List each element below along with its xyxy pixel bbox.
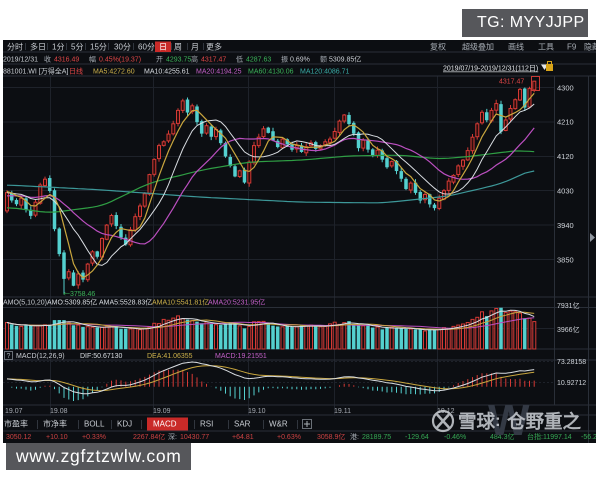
svg-text:2267.84亿: 2267.84亿 — [133, 432, 165, 442]
svg-text:?: ? — [7, 351, 11, 361]
svg-text:港:: 港: — [350, 432, 359, 442]
svg-text:多日: 多日 — [30, 42, 46, 53]
svg-text:W&R: W&R — [269, 419, 288, 430]
svg-text:4210: 4210 — [557, 117, 574, 128]
svg-text:+64.81: +64.81 — [232, 432, 254, 442]
svg-text:市盈率: 市盈率 — [4, 419, 28, 430]
svg-text:3940: 3940 — [557, 220, 574, 231]
svg-text:+0.33%: +0.33% — [82, 432, 106, 442]
svg-text:MACD(12,26,9): MACD(12,26,9) — [16, 351, 65, 361]
svg-text:MA5:4272.60: MA5:4272.60 — [93, 67, 135, 77]
svg-text:7931亿: 7931亿 — [557, 301, 580, 311]
svg-text:3050.12: 3050.12 — [6, 432, 31, 442]
svg-text:+10.10: +10.10 — [46, 432, 68, 442]
svg-text:0.45%(19.37): 0.45%(19.37) — [99, 55, 141, 65]
svg-text:深:: 深: — [168, 432, 177, 442]
svg-text:28189.75: 28189.75 — [362, 432, 391, 442]
svg-text:2019/12/31: 2019/12/31 — [3, 55, 38, 65]
svg-text:MACD: MACD — [153, 419, 177, 430]
svg-text:台指:11997.14: 台指:11997.14 — [527, 432, 572, 442]
svg-text:10430.77: 10430.77 — [180, 432, 209, 442]
svg-text:工具: 工具 — [538, 42, 554, 53]
svg-text:月: 月 — [191, 42, 199, 53]
svg-text:DIF:50.67130: DIF:50.67130 — [80, 351, 123, 361]
svg-text:←3758.46: ←3758.46 — [63, 289, 95, 299]
svg-text:日: 日 — [159, 42, 167, 53]
svg-text:SAR: SAR — [234, 419, 251, 430]
svg-text:4317.47: 4317.47 — [499, 77, 524, 87]
svg-text:MA20:4194.25: MA20:4194.25 — [196, 67, 242, 77]
svg-text:19.09: 19.09 — [153, 406, 171, 416]
svg-text:4293.75: 4293.75 — [166, 55, 191, 65]
svg-text:AMA5:5528.83亿: AMA5:5528.83亿 — [99, 298, 152, 308]
svg-text:60分: 60分 — [138, 42, 155, 53]
svg-text:振: 振 — [281, 55, 288, 65]
svg-text:市净率: 市净率 — [43, 419, 67, 430]
svg-text:4300: 4300 — [557, 82, 574, 93]
svg-text:3966亿: 3966亿 — [557, 325, 580, 335]
svg-text:-56.2: -56.2 — [581, 432, 596, 442]
svg-text:3058.9亿: 3058.9亿 — [317, 432, 345, 442]
svg-text:4030: 4030 — [557, 186, 574, 197]
svg-text:-129.64: -129.64 — [405, 432, 429, 442]
svg-text:F9: F9 — [567, 42, 577, 53]
svg-text:隐藏: 隐藏 — [584, 42, 596, 53]
svg-text:4120: 4120 — [557, 151, 574, 162]
svg-text:雪球: 雪球 — [458, 408, 496, 434]
svg-text:高: 高 — [191, 55, 198, 65]
svg-text:开: 开 — [156, 55, 163, 65]
svg-text:0.69%: 0.69% — [290, 55, 310, 65]
svg-text:BOLL: BOLL — [84, 419, 105, 430]
svg-text:超级叠加: 超级叠加 — [462, 42, 494, 53]
svg-text:MA10:4255.61: MA10:4255.61 — [144, 67, 190, 77]
svg-text:2019/07/19-2019/12/31(112日): 2019/07/19-2019/12/31(112日) — [443, 64, 538, 74]
svg-text:MA120:4086.71: MA120:4086.71 — [300, 67, 350, 77]
svg-text:额: 额 — [320, 55, 327, 65]
svg-text:仓野重之: 仓野重之 — [506, 408, 582, 434]
svg-text:KDJ: KDJ — [117, 419, 132, 430]
svg-text:4317.47: 4317.47 — [201, 55, 226, 65]
svg-text:4316.49: 4316.49 — [54, 55, 79, 65]
svg-text:19.08: 19.08 — [50, 406, 68, 416]
svg-text:DEA:41.06355: DEA:41.06355 — [147, 351, 193, 361]
svg-text:1分: 1分 — [52, 42, 64, 53]
svg-text::: : — [495, 411, 501, 430]
svg-text:5分: 5分 — [71, 42, 83, 53]
svg-text:W: W — [488, 384, 530, 443]
svg-text:MA60:4130.06: MA60:4130.06 — [248, 67, 294, 77]
svg-text:15分: 15分 — [90, 42, 107, 53]
svg-text:+0.63%: +0.63% — [277, 432, 301, 442]
svg-text:收: 收 — [44, 55, 51, 65]
svg-text:低: 低 — [236, 55, 243, 65]
svg-text:881001.WI [万得全A]: 881001.WI [万得全A] — [3, 67, 68, 77]
svg-text:分时: 分时 — [7, 42, 23, 53]
svg-text:AMA10:5541.81亿: AMA10:5541.81亿 — [152, 298, 209, 308]
svg-text:日线: 日线 — [69, 67, 83, 77]
svg-text:复权: 复权 — [430, 42, 446, 53]
svg-text:-0.46%: -0.46% — [444, 432, 466, 442]
svg-text:幅: 幅 — [89, 55, 96, 65]
svg-text:73.28158: 73.28158 — [557, 357, 586, 367]
svg-text:19.10: 19.10 — [248, 406, 266, 416]
svg-text:3850: 3850 — [557, 254, 574, 265]
svg-text:画线: 画线 — [508, 42, 524, 53]
svg-text:4287.63: 4287.63 — [246, 55, 271, 65]
svg-text:5309.85亿: 5309.85亿 — [329, 55, 361, 65]
svg-text:AMA20:5231.95亿: AMA20:5231.95亿 — [208, 298, 265, 308]
svg-text:RSI: RSI — [200, 419, 213, 430]
svg-text:MACD:19.21551: MACD:19.21551 — [215, 351, 267, 361]
svg-text:AMO:5309.85亿: AMO:5309.85亿 — [47, 298, 97, 308]
svg-text:更多: 更多 — [206, 42, 222, 53]
svg-text:周: 周 — [174, 42, 182, 53]
svg-text:30分: 30分 — [114, 42, 131, 53]
svg-text:10.92712: 10.92712 — [557, 378, 586, 388]
svg-text:AMO(5,10,20): AMO(5,10,20) — [3, 298, 47, 308]
svg-text:484.3亿: 484.3亿 — [490, 432, 515, 442]
svg-text:19.11: 19.11 — [334, 406, 351, 416]
svg-text:19.07: 19.07 — [5, 406, 23, 416]
